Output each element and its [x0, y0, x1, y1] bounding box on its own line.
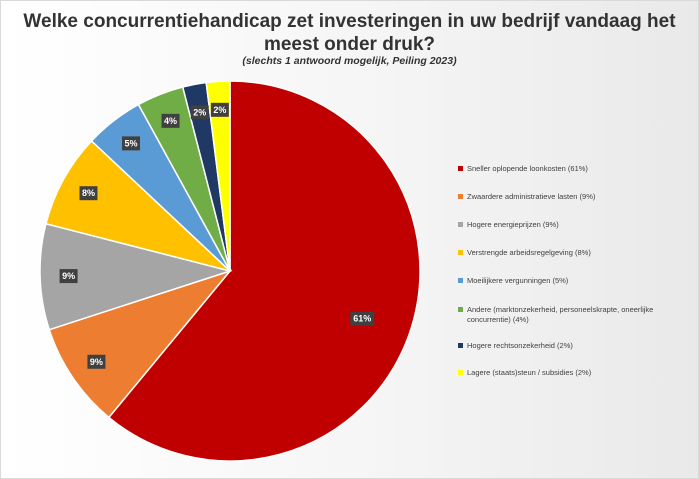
- legend-swatch-8: [458, 370, 463, 375]
- data-label-box-8: [210, 102, 229, 117]
- legend-item-6: Andere (marktonzekerheid, personeelskrap…: [458, 305, 688, 324]
- legend-label-4: Verstrengde arbeidsregelgeving (8%): [467, 248, 591, 257]
- legend: Sneller oplopende loonkosten (61%) Zwaard…: [446, 150, 694, 380]
- pie-slice-2: [48, 269, 233, 419]
- data-label-6: 4%: [161, 113, 180, 128]
- legend-swatch-5: [458, 278, 463, 283]
- data-label-box-5: [122, 136, 141, 151]
- data-label-4: 8%: [79, 186, 98, 201]
- data-labels: 61% 9% 9% 8% 5% 4% 2% 2%: [59, 102, 375, 369]
- legend-label-2: Zwaardere administratieve lasten (9%): [467, 192, 596, 201]
- data-label-5: 5%: [122, 136, 141, 151]
- data-label-text-7: 2%: [193, 107, 206, 117]
- chart-title-line-2: meest onder druk?: [263, 34, 436, 55]
- legend-swatch-3: [458, 222, 463, 227]
- data-label-text-2: 9%: [90, 357, 103, 367]
- legend-item-3: Hogere energieprijzen (9%): [458, 220, 688, 230]
- legend-item-8: Lagere (staats)steun / subsidies (2%): [458, 368, 688, 378]
- legend-label-3: Hogere energieprijzen (9%): [467, 220, 559, 229]
- data-label-box-3: [59, 269, 78, 284]
- data-label-text-6: 4%: [164, 116, 177, 126]
- legend-item-2: Zwaardere administratieve lasten (9%): [458, 192, 688, 202]
- data-label-1: 61%: [350, 311, 375, 326]
- legend-item-7: Hogere rechtsonzekerheid (2%): [458, 341, 688, 351]
- data-label-box-2: [87, 354, 106, 369]
- chart-title-line-1: Welke concurrentiehandicap zet investeri…: [23, 11, 676, 32]
- legend-swatch-2: [458, 194, 463, 199]
- pie-slice-3: [39, 222, 233, 331]
- data-label-text-1: 61%: [353, 314, 371, 324]
- data-label-box-1: [350, 311, 375, 326]
- legend-label-5: Moeilijkere vergunningen (5%): [467, 276, 569, 285]
- legend-item-5: Moeilijkere vergunningen (5%): [458, 276, 688, 286]
- legend-item-1: Sneller oplopende loonkosten (61%): [458, 164, 688, 174]
- legend-swatch-1: [458, 166, 463, 171]
- data-label-box-6: [161, 113, 180, 128]
- legend-swatch-7: [458, 343, 463, 348]
- legend-label-1: Sneller oplopende loonkosten (61%): [467, 164, 588, 173]
- legend-label-6: Andere (marktonzekerheid, personeelskrap…: [467, 305, 654, 324]
- pie-slice-4: [45, 139, 231, 272]
- legend-swatch-6: [458, 307, 463, 312]
- pie-slice-8: [205, 80, 231, 272]
- data-label-text-3: 9%: [62, 271, 75, 281]
- data-label-7: 2%: [190, 105, 209, 120]
- legend-label-7: Hogere rechtsonzekerheid (2%): [467, 341, 573, 350]
- pie-slice-1: [107, 80, 421, 462]
- legend-label-8: Lagere (staats)steun / subsidies (2%): [467, 368, 592, 377]
- pie-slices: [39, 80, 421, 462]
- data-label-text-5: 5%: [125, 138, 138, 148]
- data-label-2: 9%: [87, 354, 106, 369]
- data-label-8: 2%: [210, 102, 229, 117]
- data-label-text-8: 2%: [213, 105, 226, 115]
- data-label-box-4: [79, 186, 98, 201]
- legend-swatch-4: [458, 250, 463, 255]
- chart-subtitle: (slechts 1 antwoord mogelijk, Peiling 20…: [242, 55, 457, 67]
- data-label-text-4: 8%: [82, 188, 95, 198]
- chart-title: Welke concurrentiehandicap zet investeri…: [0, 10, 699, 56]
- data-label-box-7: [190, 105, 209, 120]
- data-label-3: 9%: [59, 269, 78, 284]
- legend-item-4: Verstrengde arbeidsregelgeving (8%): [458, 248, 688, 258]
